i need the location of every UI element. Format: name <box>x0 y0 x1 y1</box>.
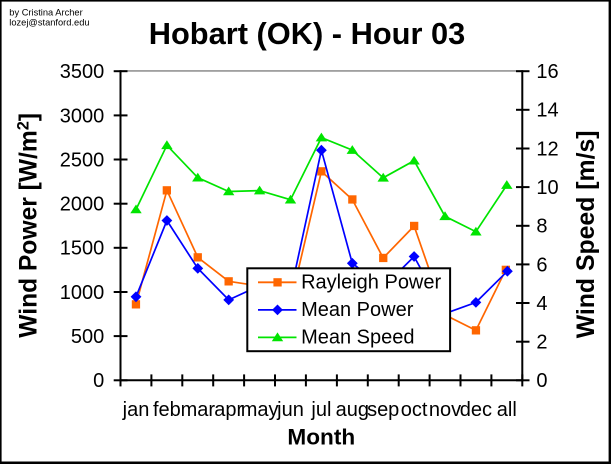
svg-text:8: 8 <box>536 216 547 238</box>
svg-text:3000: 3000 <box>60 105 105 127</box>
svg-text:2500: 2500 <box>60 149 105 171</box>
svg-text:2000: 2000 <box>60 194 105 216</box>
svg-text:sep: sep <box>367 399 399 421</box>
svg-text:feb: feb <box>153 399 181 421</box>
svg-text:Wind Speed [m/s]: Wind Speed [m/s] <box>573 130 600 338</box>
svg-text:0: 0 <box>536 370 547 392</box>
svg-text:nov: nov <box>429 399 461 421</box>
svg-text:Mean Power: Mean Power <box>301 299 414 321</box>
svg-text:4: 4 <box>536 293 547 315</box>
svg-text:Mean Speed: Mean Speed <box>301 327 414 349</box>
svg-text:mar: mar <box>181 399 216 421</box>
svg-text:Wind Power [W/m2]: Wind Power [W/m2] <box>15 113 43 338</box>
svg-text:14: 14 <box>536 100 558 122</box>
svg-text:500: 500 <box>71 326 104 348</box>
svg-text:Rayleigh Power: Rayleigh Power <box>301 271 441 293</box>
svg-text:oct: oct <box>401 399 428 421</box>
svg-text:apr: apr <box>214 399 243 421</box>
svg-text:2: 2 <box>536 332 547 354</box>
svg-text:all: all <box>497 399 517 421</box>
svg-text:16: 16 <box>536 61 558 83</box>
svg-text:Hobart (OK) - Hour 03: Hobart (OK) - Hour 03 <box>149 16 466 51</box>
svg-text:aug: aug <box>336 399 369 421</box>
svg-text:6: 6 <box>536 254 547 276</box>
svg-text:lozej@stanford.edu: lozej@stanford.edu <box>9 18 89 28</box>
svg-text:12: 12 <box>536 138 558 160</box>
svg-text:dec: dec <box>460 399 492 421</box>
svg-text:may: may <box>241 399 279 421</box>
svg-text:jul: jul <box>310 399 331 421</box>
svg-text:by Cristina Archer: by Cristina Archer <box>9 7 82 17</box>
svg-text:3500: 3500 <box>60 61 105 83</box>
svg-text:jun: jun <box>276 399 304 421</box>
svg-text:Month: Month <box>287 425 355 450</box>
svg-text:1500: 1500 <box>60 238 105 260</box>
svg-text:10: 10 <box>536 177 558 199</box>
svg-text:jan: jan <box>122 399 150 421</box>
svg-text:1000: 1000 <box>60 282 105 304</box>
svg-text:0: 0 <box>93 370 104 392</box>
